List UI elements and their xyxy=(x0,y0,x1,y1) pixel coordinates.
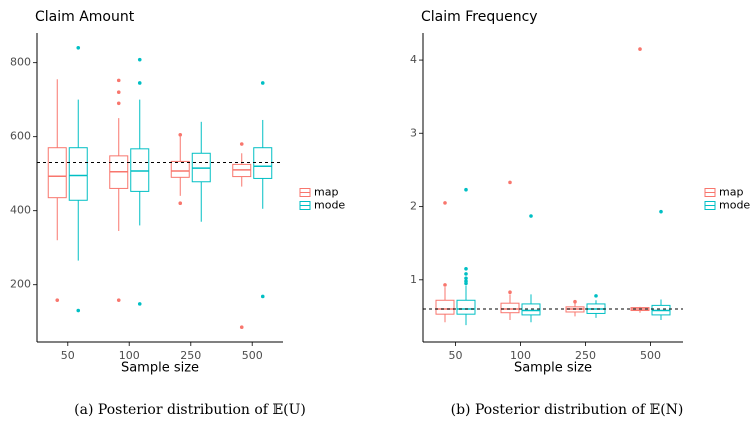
outlier xyxy=(76,308,81,313)
x-tick-label: 250 xyxy=(180,349,201,362)
outlier xyxy=(178,132,183,137)
legend-label: map xyxy=(314,186,338,199)
outlier xyxy=(638,47,642,51)
outlier xyxy=(116,78,121,83)
outlier xyxy=(464,187,468,192)
x-tick-label: 50 xyxy=(449,349,463,362)
box xyxy=(500,302,520,314)
box xyxy=(47,147,67,199)
y-tick-label: 600 xyxy=(10,130,31,143)
y-tick-label: 1 xyxy=(410,273,417,286)
outlier xyxy=(239,325,244,329)
box xyxy=(435,299,455,315)
outlier xyxy=(137,302,142,306)
outlier xyxy=(443,283,447,287)
legend-label: mode xyxy=(719,199,750,212)
outlier xyxy=(529,214,533,218)
x-tick-label: 250 xyxy=(575,349,596,362)
y-tick-label: 800 xyxy=(10,56,31,69)
outlier xyxy=(508,180,512,185)
outlier xyxy=(76,46,81,50)
outlier xyxy=(464,281,468,286)
box xyxy=(253,147,273,179)
chart-title: Claim Frequency xyxy=(421,9,538,25)
outlier xyxy=(573,299,577,304)
outlier xyxy=(55,298,60,302)
outlier xyxy=(659,209,663,214)
y-tick-label: 4 xyxy=(410,53,417,66)
outlier xyxy=(137,57,142,62)
x-tick-label: 500 xyxy=(640,349,661,362)
box xyxy=(130,148,150,192)
x-tick-label: 50 xyxy=(61,349,75,362)
box xyxy=(456,299,476,315)
legend-label: map xyxy=(719,186,743,199)
outlier xyxy=(260,294,265,299)
outlier xyxy=(116,298,121,302)
box xyxy=(170,160,190,178)
chart-title: Claim Amount xyxy=(35,9,135,25)
outlier xyxy=(443,201,447,205)
x-axis-title: Sample size xyxy=(514,361,592,376)
outlier xyxy=(464,276,468,281)
legend-label: mode xyxy=(314,199,345,212)
y-tick-label: 3 xyxy=(410,126,417,139)
outlier xyxy=(137,81,142,85)
outlier xyxy=(116,101,121,106)
x-tick-label: 100 xyxy=(510,349,531,362)
x-axis-title: Sample size xyxy=(121,361,199,376)
outlier xyxy=(178,201,183,206)
outlier xyxy=(260,81,265,85)
y-tick-label: 200 xyxy=(10,278,31,291)
y-tick-label: 2 xyxy=(410,200,417,213)
y-tick-label: 400 xyxy=(10,204,31,217)
x-tick-label: 500 xyxy=(242,349,263,362)
outlier xyxy=(464,266,468,271)
outlier xyxy=(239,142,244,146)
outlier xyxy=(464,272,468,276)
x-tick-label: 100 xyxy=(119,349,140,362)
caption: (b) Posterior distribution of 𝔼(N) xyxy=(451,402,684,418)
box xyxy=(68,147,88,201)
outlier xyxy=(508,290,512,295)
caption: (a) Posterior distribution of 𝔼(U) xyxy=(74,402,306,418)
outlier xyxy=(594,294,598,298)
outlier xyxy=(116,90,121,95)
